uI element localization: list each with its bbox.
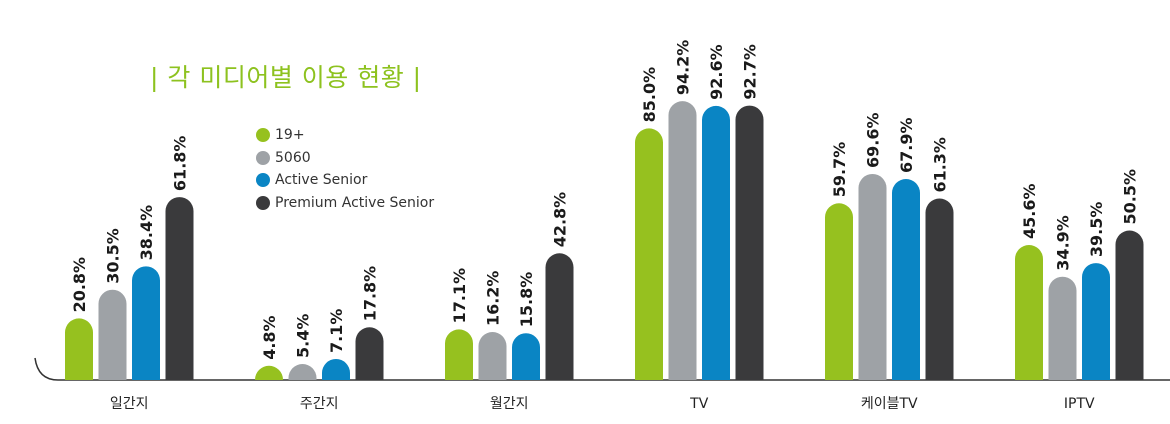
- legend: 19+ 5060 Active Senior Premium Active Se…: [256, 124, 434, 214]
- legend-label-premium-active-senior: Premium Active Senior: [275, 194, 435, 211]
- value-label-active-senior-0: 38.4%: [137, 205, 156, 261]
- legend-swatch-19plus: [256, 128, 270, 143]
- bars-group: [65, 101, 1144, 381]
- bar-premium-active-senior-5: [1115, 230, 1144, 380]
- category-label-3: TV: [689, 396, 709, 412]
- value-label-5060-3: 94.2%: [674, 40, 693, 96]
- legend-label-19plus: 19+: [275, 127, 305, 144]
- bar-active-senior-0: [132, 266, 160, 380]
- value-label-premium-active-senior-3: 92.7%: [741, 44, 760, 100]
- value-label-active-senior-2: 15.8%: [517, 272, 536, 328]
- category-label-1: 주간지: [300, 396, 339, 412]
- bar-5060-5: [1048, 276, 1077, 380]
- bar-5060-3: [668, 101, 697, 380]
- value-label-5060-4: 69.6%: [864, 112, 883, 168]
- bar-5060-1: [288, 364, 317, 380]
- value-label-premium-active-senior-0: 61.8%: [171, 136, 190, 192]
- legend-swatch-active-senior: [256, 173, 270, 188]
- legend-item-active-senior: Active Senior: [256, 169, 434, 192]
- value-label-active-senior-4: 67.9%: [897, 118, 916, 174]
- legend-swatch-premium-active-senior: [256, 195, 270, 210]
- category-labels-group: 일간지 주간지 월간지 TV 케이블TV IPTV: [110, 396, 1095, 412]
- bar-5060-0: [98, 289, 127, 380]
- bar-active-senior-3: [702, 105, 730, 381]
- bar-premium-active-senior-3: [735, 105, 764, 381]
- bar-19plus-3: [635, 128, 663, 380]
- bar-active-senior-5: [1082, 263, 1111, 380]
- value-label-premium-active-senior-1: 17.8%: [361, 266, 380, 322]
- value-label-5060-5: 34.9%: [1054, 215, 1073, 271]
- bar-19plus-1: [255, 365, 283, 380]
- bar-19plus-0: [65, 318, 93, 380]
- value-label-active-senior-1: 7.1%: [327, 309, 346, 353]
- value-label-19plus-3: 85.0%: [640, 67, 659, 123]
- baseline-curve: [34, 357, 59, 381]
- bar-19plus-5: [1015, 245, 1043, 380]
- bar-19plus-4: [825, 203, 853, 380]
- value-label-5060-2: 16.2%: [484, 271, 503, 327]
- value-label-active-senior-5: 39.5%: [1087, 202, 1106, 258]
- bar-premium-active-senior-0: [165, 197, 194, 380]
- value-label-5060-1: 5.4%: [294, 314, 313, 358]
- value-label-19plus-0: 20.8%: [70, 257, 89, 313]
- legend-label-5060: 5060: [275, 149, 311, 166]
- legend-label-active-senior: Active Senior: [275, 172, 368, 189]
- bar-premium-active-senior-2: [545, 253, 574, 380]
- bar-active-senior-2: [512, 333, 540, 380]
- category-label-5: IPTV: [1064, 396, 1095, 412]
- category-label-4: 케이블TV: [861, 396, 918, 412]
- value-label-active-senior-3: 92.6%: [707, 44, 726, 100]
- value-label-19plus-1: 4.8%: [260, 315, 279, 359]
- value-label-premium-active-senior-5: 50.5%: [1121, 169, 1140, 225]
- bar-active-senior-1: [322, 358, 350, 380]
- category-label-0: 일간지: [110, 396, 149, 412]
- value-label-5060-0: 30.5%: [104, 228, 123, 284]
- bar-active-senior-4: [892, 179, 920, 380]
- value-labels-group: 20.8% 30.5% 38.4% 61.8% 4.8% 5.4% 7.1% 17.8% 17.…: [70, 40, 1140, 360]
- legend-item-premium-active-senior: Premium Active Senior: [256, 192, 434, 215]
- legend-item-19plus: 19+: [256, 124, 434, 147]
- value-label-19plus-4: 59.7%: [830, 142, 849, 198]
- bar-5060-2: [478, 332, 507, 380]
- bar-19plus-2: [445, 329, 473, 380]
- value-label-19plus-2: 17.1%: [450, 268, 469, 324]
- value-label-19plus-5: 45.6%: [1020, 184, 1039, 240]
- bar-premium-active-senior-1: [355, 327, 384, 380]
- legend-item-5060: 5060: [256, 147, 434, 170]
- chart-title: | 각 미디어별 이용 현황 |: [150, 63, 422, 92]
- legend-swatch-5060: [256, 150, 270, 165]
- value-label-premium-active-senior-2: 42.8%: [551, 192, 570, 248]
- category-label-2: 월간지: [490, 396, 529, 412]
- bar-premium-active-senior-4: [925, 198, 954, 380]
- bar-5060-4: [858, 173, 887, 380]
- value-label-premium-active-senior-4: 61.3%: [931, 137, 950, 193]
